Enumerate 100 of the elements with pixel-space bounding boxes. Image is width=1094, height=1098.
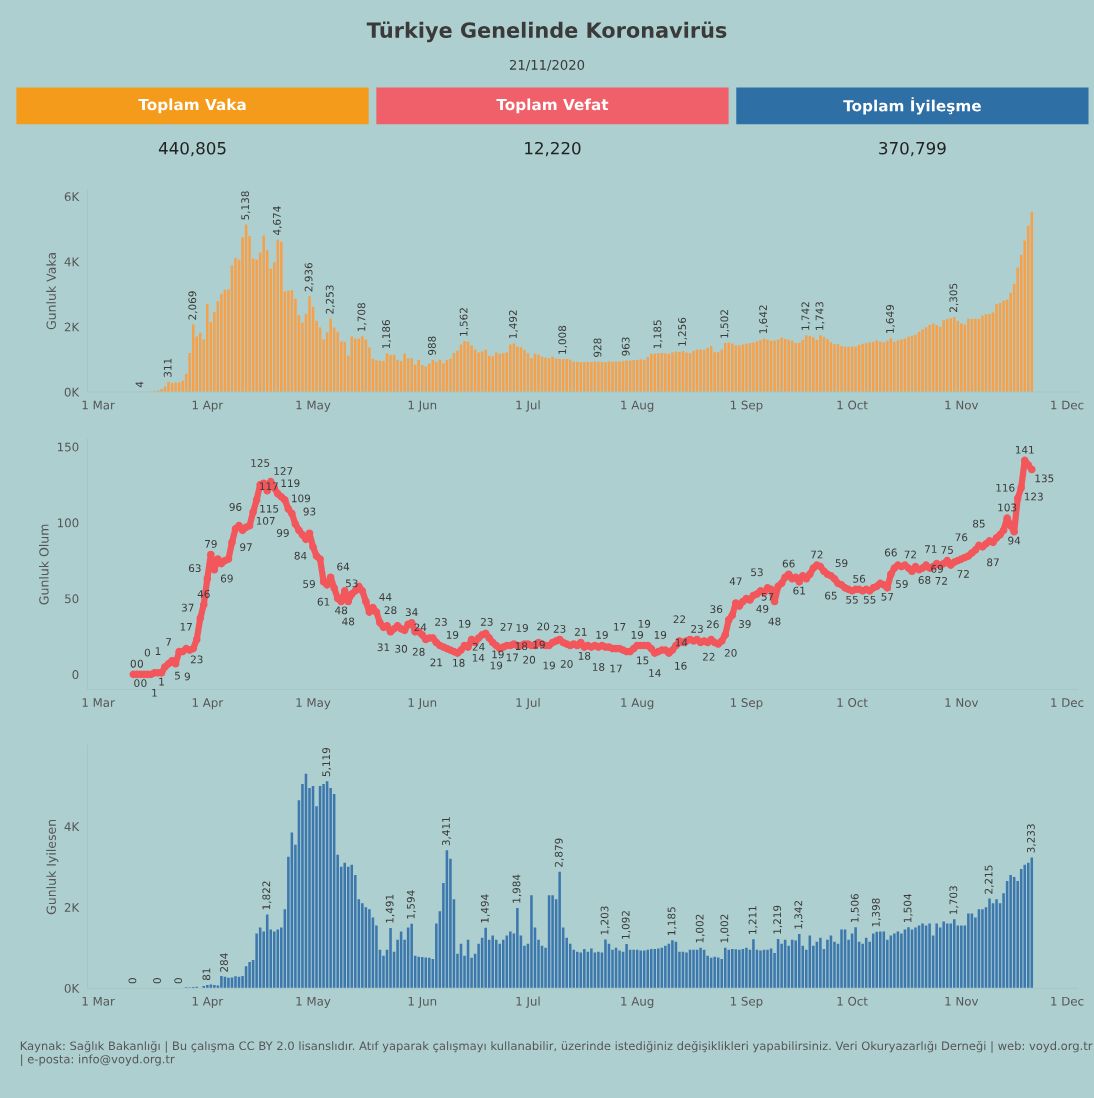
data-label: 14 bbox=[675, 638, 688, 647]
data-label: 63 bbox=[188, 564, 201, 573]
data-label: 1 bbox=[155, 647, 161, 655]
x-tick-label: 1 Mar bbox=[82, 400, 115, 410]
data-label: 66 bbox=[884, 548, 897, 557]
x-tick-label: 1 Sep bbox=[730, 698, 763, 710]
x-tick-label: 1 Dec bbox=[1051, 996, 1084, 1006]
text: 440,805 bbox=[158, 141, 226, 157]
data-label: 59 bbox=[835, 559, 848, 568]
data-label: 99 bbox=[276, 529, 289, 537]
data-label: 1,562 bbox=[459, 308, 469, 336]
x-tick-label: 1 Jun bbox=[408, 996, 437, 1008]
data-label: 1 bbox=[152, 688, 157, 697]
data-label: 0 bbox=[153, 978, 162, 984]
y-axis-title: Gunluk Vaka bbox=[46, 253, 56, 330]
data-label: 4,674 bbox=[272, 206, 282, 235]
x-tick-label: 1 Dec bbox=[1051, 400, 1084, 410]
data-label: 1,742 bbox=[801, 302, 811, 330]
x-tick-label: 1 Mar bbox=[82, 996, 115, 1006]
data-label: 928 bbox=[593, 338, 602, 357]
data-label: 28 bbox=[384, 606, 397, 615]
data-label: 14 bbox=[472, 653, 485, 662]
data-label: 4 bbox=[135, 381, 144, 388]
data-label: 21 bbox=[430, 658, 442, 667]
data-label: 59 bbox=[303, 580, 315, 588]
data-label: 17 bbox=[506, 653, 518, 662]
data-label: 9 bbox=[184, 672, 190, 681]
y-tick-label: 0K bbox=[64, 387, 80, 397]
x-tick-label: 1 Aug bbox=[621, 698, 654, 710]
data-label: 1,984 bbox=[512, 874, 522, 903]
data-label: 1,492 bbox=[508, 310, 518, 339]
x-tick-label: 1 Apr bbox=[192, 698, 224, 710]
x-tick-label: 1 Nov bbox=[945, 996, 979, 1006]
y-tick-label: 0K bbox=[64, 983, 80, 993]
data-label: 2,879 bbox=[554, 838, 564, 867]
data-label: 284 bbox=[220, 953, 228, 972]
data-label: 1,203 bbox=[600, 906, 610, 935]
data-label: 19 bbox=[654, 630, 667, 639]
data-label: 96 bbox=[229, 503, 242, 511]
data-label: 963 bbox=[621, 337, 630, 356]
x-tick-label: 1 Oct bbox=[837, 400, 868, 410]
y-tick-label: 150 bbox=[57, 442, 79, 452]
data-label: 61 bbox=[793, 586, 805, 595]
data-label: 7 bbox=[166, 638, 171, 646]
data-label: 76 bbox=[955, 533, 968, 542]
text: 21/11/2020 bbox=[509, 59, 585, 71]
data-label: 1,219 bbox=[773, 905, 783, 934]
data-label: 55 bbox=[863, 595, 876, 604]
data-label: 64 bbox=[337, 562, 350, 571]
data-label: 31 bbox=[377, 643, 390, 652]
data-label: 79 bbox=[205, 539, 217, 548]
data-label: 2,215 bbox=[984, 865, 994, 894]
data-label: 19 bbox=[631, 630, 644, 639]
data-label: 17 bbox=[180, 623, 192, 631]
x-tick-label: 1 Jun bbox=[408, 698, 437, 710]
data-label: 1,342 bbox=[794, 900, 804, 929]
data-label: 94 bbox=[1008, 536, 1021, 545]
data-label: 75 bbox=[941, 546, 953, 554]
data-label: 2,069 bbox=[188, 291, 198, 320]
data-label: 5 bbox=[175, 671, 180, 680]
data-label: 81 bbox=[202, 968, 211, 981]
category-label: Toplam İyileşme bbox=[843, 97, 981, 115]
y-tick-label: 4K bbox=[64, 822, 80, 831]
data-label: 0 bbox=[174, 978, 183, 984]
data-label: 15 bbox=[637, 656, 649, 665]
data-label: 48 bbox=[342, 617, 355, 626]
data-label: 19 bbox=[638, 619, 651, 628]
data-label: 19 bbox=[446, 630, 459, 639]
data-label: 0 bbox=[144, 648, 151, 657]
data-label: 1,008 bbox=[558, 325, 568, 354]
data-label: 1,822 bbox=[262, 881, 272, 910]
x-tick-label: 1 May bbox=[296, 698, 331, 710]
data-label: 107 bbox=[256, 516, 275, 525]
data-label: 1,649 bbox=[885, 305, 895, 333]
data-label: 18 bbox=[578, 651, 591, 660]
data-label: 18 bbox=[515, 642, 528, 651]
data-label: 20 bbox=[523, 655, 536, 664]
y-axis-title: Gunluk Olum bbox=[39, 524, 49, 605]
data-label: 1,642 bbox=[759, 305, 769, 334]
data-label: 27 bbox=[500, 622, 513, 631]
data-label: 66 bbox=[782, 559, 795, 568]
data-label: 2,936 bbox=[304, 262, 314, 292]
data-label: 22 bbox=[673, 615, 686, 624]
data-label: 61 bbox=[317, 597, 330, 606]
x-tick-label: 1 Aug bbox=[621, 400, 654, 412]
data-label: 22 bbox=[702, 652, 715, 661]
data-label: 34 bbox=[405, 608, 418, 617]
data-label: 26 bbox=[706, 620, 719, 629]
category-label: Toplam Vaka bbox=[138, 98, 246, 114]
data-label: 1,703 bbox=[949, 886, 959, 915]
data-label: 115 bbox=[260, 504, 279, 513]
x-tick-label: 1 Oct bbox=[837, 996, 868, 1006]
data-label: 18 bbox=[453, 658, 465, 667]
data-label: 2,253 bbox=[325, 285, 335, 314]
data-label: 19 bbox=[492, 650, 504, 659]
data-label: 36 bbox=[710, 605, 723, 614]
data-label: 56 bbox=[853, 574, 866, 583]
data-label: 1,398 bbox=[871, 898, 881, 927]
data-label: 20 bbox=[537, 622, 550, 631]
category-label: Toplam Vefat bbox=[496, 98, 609, 114]
